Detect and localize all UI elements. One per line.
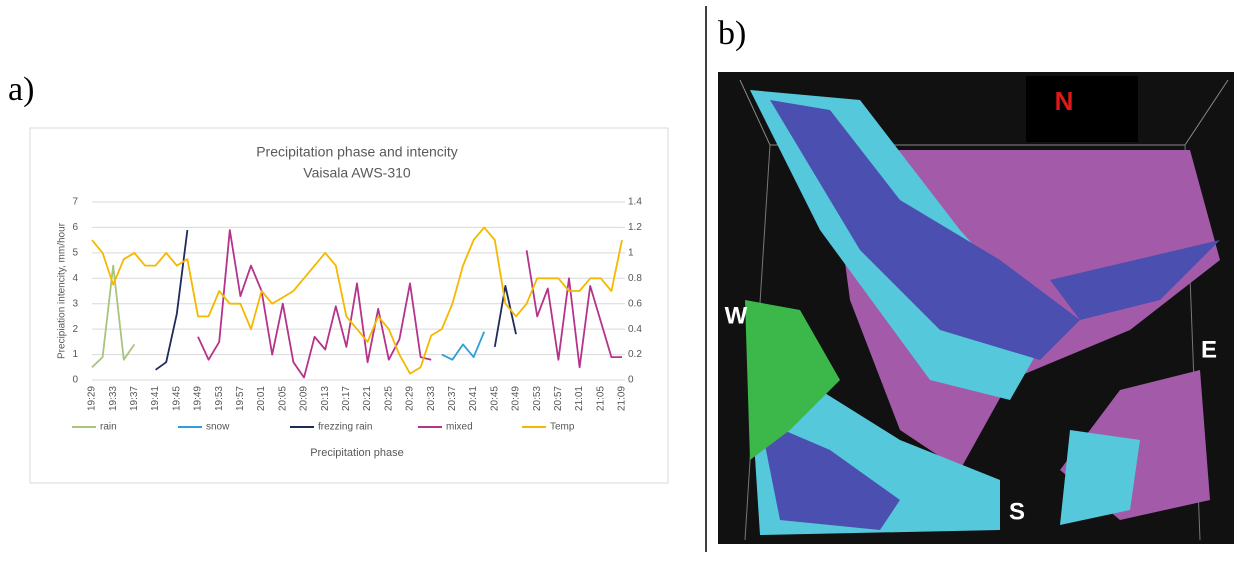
panel-label: b) xyxy=(718,15,746,52)
compass-label: N xyxy=(1055,86,1074,116)
x-tick-label: 20:53 xyxy=(532,386,543,411)
legend-label: Temp xyxy=(550,422,575,433)
x-axis-label: Precipitation phase xyxy=(310,447,404,459)
x-tick-label: 19:29 xyxy=(87,386,98,411)
y2-tick-label: 0 xyxy=(628,375,634,386)
x-tick-label: 20:13 xyxy=(320,386,331,411)
y2-tick-label: 1 xyxy=(628,247,634,258)
legend-label: mixed xyxy=(446,422,473,433)
y2-tick-label: 0.6 xyxy=(628,298,642,309)
y-tick-label: 5 xyxy=(72,247,78,258)
series-line xyxy=(155,229,517,371)
x-tick-label: 20:45 xyxy=(489,386,500,411)
y-tick-label: 4 xyxy=(72,273,78,284)
x-tick-label: 19:45 xyxy=(171,386,182,411)
x-tick-label: 19:53 xyxy=(214,386,225,411)
y2-tick-label: 0.8 xyxy=(628,273,642,284)
y-tick-label: 6 xyxy=(72,222,78,233)
label-box xyxy=(1026,76,1138,142)
box-edge xyxy=(739,79,1229,146)
x-tick-label: 20:41 xyxy=(468,386,479,411)
y2-tick-label: 1.2 xyxy=(628,222,642,233)
x-tick-label: 20:09 xyxy=(299,386,310,411)
x-tick-label: 21:05 xyxy=(595,386,606,411)
x-tick-label: 20:57 xyxy=(553,386,564,411)
y-tick-label: 3 xyxy=(72,298,78,309)
y-axis-label: Precipiation intencity, mm/hour xyxy=(57,222,68,359)
x-tick-label: 20:17 xyxy=(341,386,352,411)
y-tick-label: 0 xyxy=(72,375,78,386)
series-line xyxy=(197,229,622,379)
blob xyxy=(770,100,1080,360)
y-tick-label: 2 xyxy=(72,324,78,335)
x-tick-label: 20:25 xyxy=(383,386,394,411)
legend-label: snow xyxy=(206,422,230,433)
x-tick-label: 19:33 xyxy=(108,386,119,411)
series-line xyxy=(91,264,136,368)
compass-label: E xyxy=(1201,336,1217,363)
x-tick-label: 20:21 xyxy=(362,386,373,411)
y2-tick-label: 0.2 xyxy=(628,349,642,360)
y-tick-label: 7 xyxy=(72,197,78,208)
series-line xyxy=(91,226,623,375)
x-tick-label: 20:05 xyxy=(277,386,288,411)
y2-tick-label: 1.4 xyxy=(628,197,642,208)
x-tick-label: 20:29 xyxy=(405,386,416,411)
x-tick-label: 20:33 xyxy=(426,386,437,411)
x-tick-label: 20:01 xyxy=(256,386,267,411)
x-tick-label: 21:09 xyxy=(617,386,628,411)
radar-image: N W E S xyxy=(718,72,1234,544)
y-tick-label: 1 xyxy=(72,349,78,360)
chart-frame xyxy=(29,127,669,484)
chart-title: Precipitation phase and intencity xyxy=(256,144,458,160)
panel-label: a) xyxy=(8,71,34,108)
x-tick-label: 19:37 xyxy=(129,386,140,411)
legend-label: rain xyxy=(100,422,117,433)
x-tick-label: 20:49 xyxy=(511,386,522,411)
blob xyxy=(1050,240,1220,320)
blob xyxy=(760,420,900,530)
x-tick-label: 19:49 xyxy=(193,386,204,411)
x-tick-label: 21:01 xyxy=(574,386,585,411)
series-line xyxy=(441,331,486,361)
chart-subtitle: Vaisala AWS-310 xyxy=(303,165,411,181)
compass-label: W xyxy=(725,302,748,329)
legend-label: frezzing rain xyxy=(318,422,372,433)
compass-label: S xyxy=(1009,498,1025,525)
blob xyxy=(745,300,840,460)
x-tick-label: 20:37 xyxy=(447,386,458,411)
y2-tick-label: 0.4 xyxy=(628,324,642,335)
x-tick-label: 19:41 xyxy=(150,386,161,411)
blob xyxy=(1060,430,1140,525)
x-tick-label: 19:57 xyxy=(235,386,246,411)
